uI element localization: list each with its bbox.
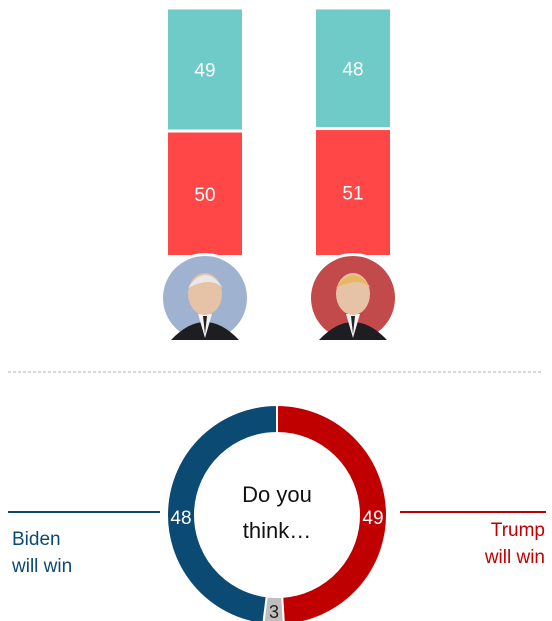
- center-text-line-2: think…: [243, 518, 311, 543]
- donut-center-text: Do you think…: [242, 482, 312, 543]
- donut-slice-0: [166, 403, 278, 621]
- bar-value-label: 49: [194, 60, 215, 81]
- bar-value-label: 51: [342, 184, 363, 205]
- bar-biden-series-1: [168, 132, 242, 255]
- donut-value-label: 3: [269, 602, 279, 621]
- center-text-line-1: Do you: [242, 482, 312, 507]
- donut-slice-1: [276, 403, 388, 621]
- donut-value-label: 49: [362, 508, 383, 529]
- bar-trump-series-0: [316, 9, 390, 128]
- donut-chart: 48 49 3: [166, 403, 388, 621]
- biden-label-line-1: Biden: [12, 529, 61, 550]
- trump-label-line-2: will win: [484, 547, 545, 568]
- stacked-bar-chart: 50 49 51 48: [168, 9, 390, 255]
- donut-value-label: 48: [170, 508, 191, 529]
- donut-side-labels: Biden will win Trump will win: [8, 511, 546, 577]
- bar-value-label: 48: [342, 59, 363, 80]
- biden-label-line-2: will win: [11, 556, 72, 577]
- bar-value-label: 50: [194, 185, 215, 206]
- trump-portrait-icon: [308, 253, 398, 343]
- biden-portrait-icon: [160, 253, 250, 343]
- bar-trump-series-1: [316, 130, 390, 255]
- bar-biden-series-0: [168, 9, 242, 130]
- trump-label-line-1: Trump: [491, 520, 545, 541]
- candidate-avatars: [160, 253, 398, 343]
